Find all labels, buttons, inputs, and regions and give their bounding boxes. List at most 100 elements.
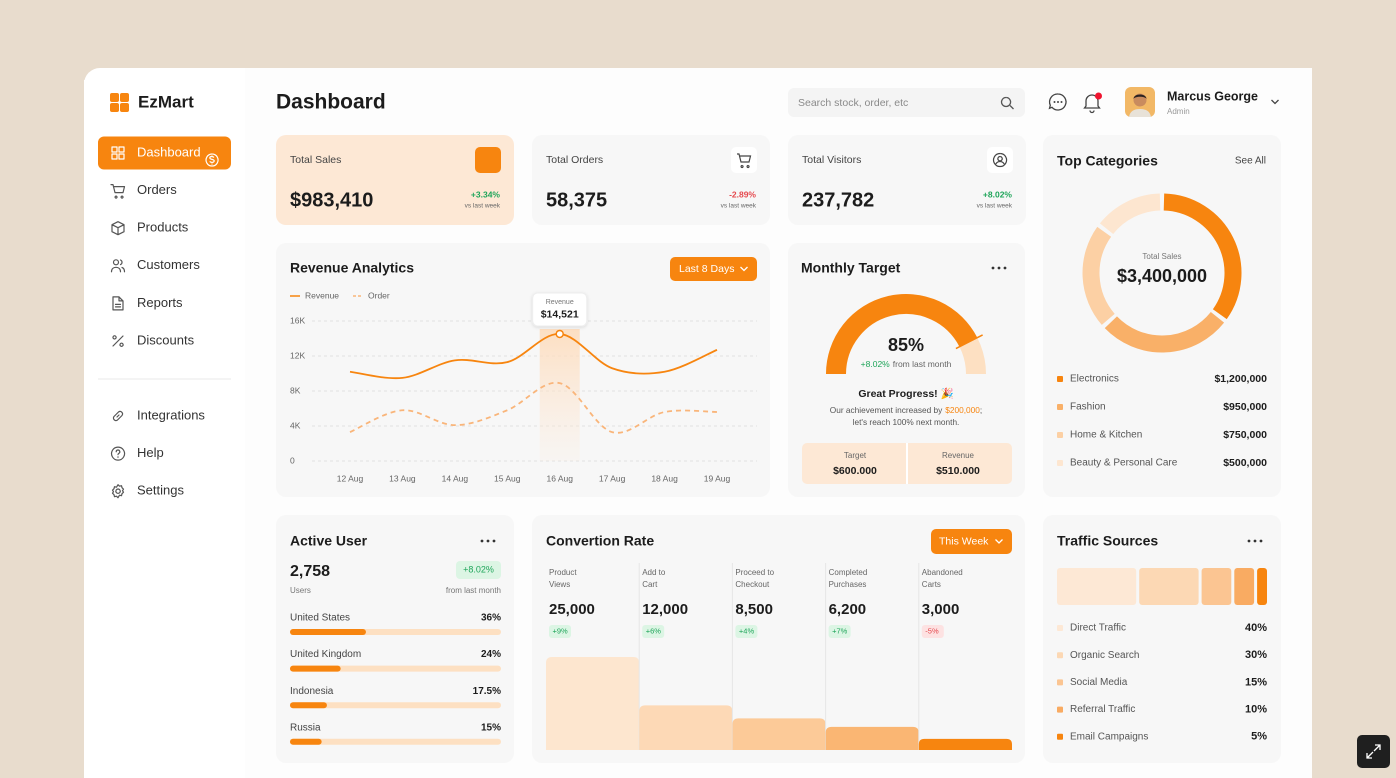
target-value: $510.000 xyxy=(936,465,980,477)
more-menu[interactable] xyxy=(991,266,1007,270)
avatar-body[interactable] xyxy=(1129,109,1151,117)
legend-swatch xyxy=(1057,706,1063,713)
nav-item[interactable]: Reports xyxy=(112,295,183,311)
stage-change: -5% xyxy=(925,626,939,635)
icon[interactable] xyxy=(111,221,125,236)
more-dot[interactable] xyxy=(486,539,490,543)
more-dot[interactable] xyxy=(492,539,496,543)
more-dot[interactable] xyxy=(480,539,484,543)
nav-item[interactable]: Discounts xyxy=(112,332,195,347)
button-bg[interactable] xyxy=(931,529,1012,554)
country-value: 36% xyxy=(481,613,501,624)
user-name[interactable]: Marcus George xyxy=(1167,89,1258,103)
range-button[interactable]: This Week xyxy=(931,529,1012,554)
chevron[interactable] xyxy=(1271,99,1279,105)
icon[interactable] xyxy=(112,296,124,311)
chevron[interactable] xyxy=(995,539,1003,544)
stat-note: vs last week xyxy=(977,203,1013,210)
nav-label[interactable]: Customers xyxy=(137,257,200,272)
nav-label[interactable]: Products xyxy=(137,220,189,235)
user-count: 2,758 xyxy=(290,563,330,580)
logo-block xyxy=(110,103,119,112)
y-tick-label: 0 xyxy=(290,455,295,465)
more-dot[interactable] xyxy=(997,266,1001,270)
card xyxy=(532,135,770,225)
icon[interactable] xyxy=(110,259,126,273)
nav-item[interactable]: Integrations xyxy=(112,407,206,422)
icon[interactable] xyxy=(110,446,126,461)
messages-dot[interactable] xyxy=(1060,101,1063,103)
expand-icon[interactable] xyxy=(1366,744,1381,759)
nav-item[interactable]: Settings xyxy=(111,483,185,499)
nav-item[interactable]: Help xyxy=(110,445,164,461)
donut-center-label: Total Sales xyxy=(1142,252,1181,261)
user-menu[interactable]: Marcus George Admin xyxy=(1125,87,1279,117)
target-label: Target xyxy=(844,451,867,460)
messages-icon[interactable] xyxy=(1048,93,1067,111)
search-placeholder[interactable]: Search stock, order, etc xyxy=(798,97,908,109)
nav-label[interactable]: Help xyxy=(137,445,164,460)
nav-item[interactable]: Orders xyxy=(110,182,177,199)
more-dot[interactable] xyxy=(1247,539,1251,543)
icon[interactable] xyxy=(112,335,124,347)
messages-dot[interactable] xyxy=(1057,101,1059,103)
expand-button-bg[interactable] xyxy=(1357,735,1390,768)
nav-item[interactable]: Products xyxy=(111,220,189,236)
avatar-hair[interactable] xyxy=(1133,94,1147,100)
more-menu[interactable] xyxy=(480,539,496,543)
tooltip-value: $14,521 xyxy=(541,309,579,321)
more-dot[interactable] xyxy=(1003,266,1007,270)
search-icon[interactable] xyxy=(1000,96,1014,110)
nav-label[interactable]: Orders xyxy=(137,182,177,197)
card xyxy=(1043,135,1281,497)
notifications-button[interactable] xyxy=(1083,92,1103,114)
nav-label[interactable]: Dashboard xyxy=(137,144,201,159)
search-box[interactable]: Search stock, order, etc xyxy=(788,88,1025,117)
bell-icon[interactable] xyxy=(1083,94,1101,114)
nav-label[interactable]: Discounts xyxy=(137,332,195,347)
icon[interactable] xyxy=(111,146,125,160)
card-title: Active User xyxy=(290,533,368,549)
icon[interactable] xyxy=(112,410,124,422)
nav-item[interactable]: Dashboard xyxy=(98,136,231,170)
range-button[interactable]: Last 8 Days xyxy=(670,257,757,281)
see-all-link[interactable]: See All xyxy=(1235,156,1266,167)
bar xyxy=(732,718,826,750)
change-badge xyxy=(642,625,665,638)
point-marker xyxy=(555,329,564,339)
nav-label[interactable]: Settings xyxy=(137,483,184,498)
button-bg[interactable] xyxy=(670,257,757,281)
bar-segment xyxy=(1057,568,1137,605)
search-bg[interactable] xyxy=(788,88,1025,117)
expand-button[interactable] xyxy=(1357,735,1390,768)
legend-swatch xyxy=(1057,404,1063,410)
more-dot[interactable] xyxy=(991,266,995,270)
button-label[interactable]: Last 8 Days xyxy=(679,263,734,275)
legend-label: Organic Search xyxy=(1070,650,1139,661)
icon[interactable] xyxy=(110,184,126,199)
more-dot[interactable] xyxy=(1259,539,1263,543)
nav-active-bg[interactable] xyxy=(98,136,231,170)
highlight-band xyxy=(539,329,580,461)
stat-note: vs last week xyxy=(721,203,757,210)
messages-button[interactable] xyxy=(1048,93,1067,111)
legend-swatch xyxy=(1057,679,1063,686)
user-role[interactable]: Admin xyxy=(1167,107,1190,116)
nav-label[interactable]: Reports xyxy=(137,295,183,310)
bar-segment xyxy=(1201,568,1232,605)
description-text: let's reach 100% next month. xyxy=(853,417,960,427)
icon[interactable] xyxy=(111,484,125,499)
messages-dot[interactable] xyxy=(1053,101,1056,103)
more-dot[interactable] xyxy=(1253,539,1257,543)
change-value: +8.02% xyxy=(861,359,891,369)
button-label[interactable]: This Week xyxy=(939,535,989,547)
series-line xyxy=(349,381,718,434)
chevron[interactable] xyxy=(740,266,748,272)
nav-item[interactable]: Customers xyxy=(110,257,201,273)
nav-label[interactable]: Integrations xyxy=(137,407,205,422)
legend-label: Fashion xyxy=(1070,402,1106,413)
stage-label: Add to Cart xyxy=(642,568,667,589)
more-menu[interactable] xyxy=(1247,539,1263,543)
notification-dot[interactable] xyxy=(1095,92,1102,100)
